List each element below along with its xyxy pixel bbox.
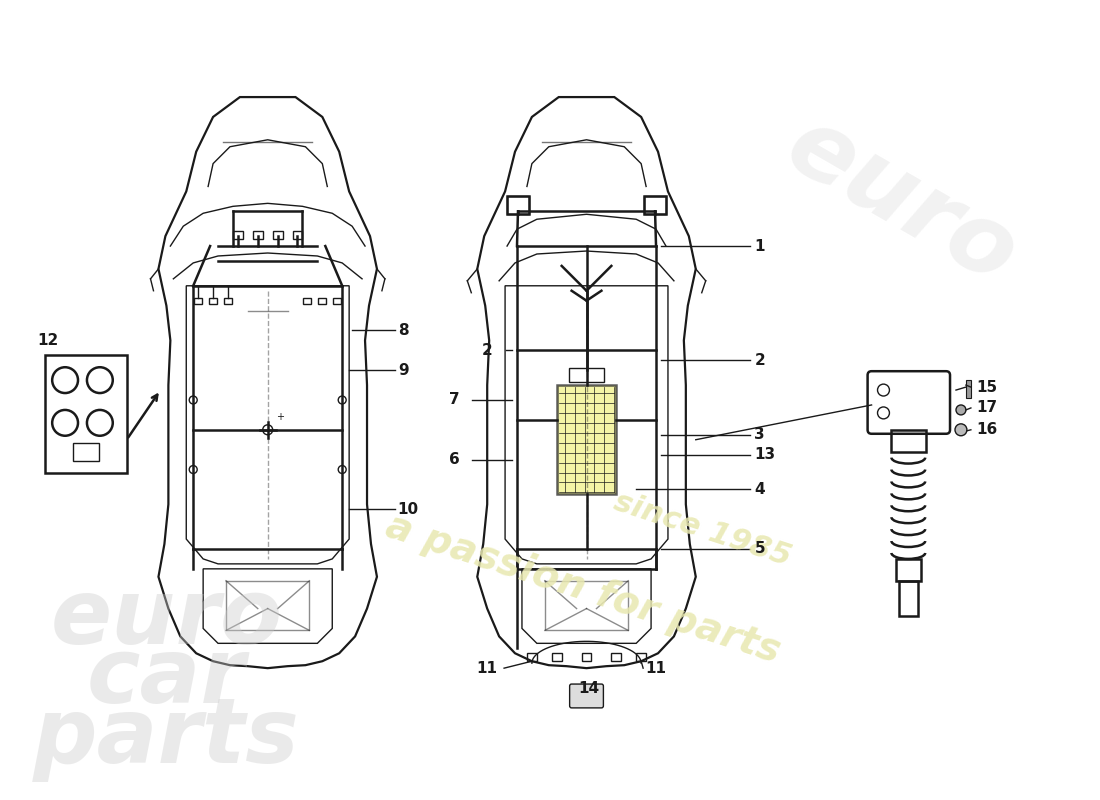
Text: car: car (87, 634, 245, 722)
Bar (557, 385, 616, 494)
Text: 6: 6 (450, 452, 460, 467)
Bar (333, 298, 341, 304)
Text: 11: 11 (476, 661, 497, 676)
Bar (209, 298, 217, 304)
Text: +: + (276, 412, 284, 422)
Bar (966, 380, 971, 398)
Text: euro: euro (51, 574, 283, 662)
Bar (273, 231, 283, 239)
Bar (224, 298, 232, 304)
Bar (636, 654, 646, 662)
Bar (304, 298, 311, 304)
Text: 9: 9 (398, 362, 408, 378)
Text: 12: 12 (37, 333, 58, 348)
Bar (293, 231, 303, 239)
Bar (900, 581, 918, 615)
Bar (645, 196, 665, 214)
Bar (253, 231, 263, 239)
Text: 10: 10 (398, 502, 419, 517)
Bar (318, 298, 327, 304)
Text: since 1985: since 1985 (610, 486, 795, 571)
Bar (195, 298, 202, 304)
Text: 3: 3 (755, 427, 764, 442)
Circle shape (956, 405, 966, 415)
Text: 8: 8 (398, 323, 408, 338)
Bar (45, 355, 126, 473)
Text: 2: 2 (755, 353, 766, 368)
Text: euro: euro (770, 98, 1033, 304)
FancyBboxPatch shape (570, 684, 604, 708)
Circle shape (955, 424, 967, 436)
Text: 13: 13 (755, 447, 775, 462)
Text: 16: 16 (976, 422, 997, 438)
Bar (612, 654, 621, 662)
Bar (527, 654, 537, 662)
Text: 17: 17 (976, 401, 997, 415)
Bar (645, 196, 665, 214)
Bar (507, 196, 529, 214)
Bar (73, 442, 99, 461)
Text: 1: 1 (755, 238, 764, 254)
Text: 4: 4 (755, 482, 764, 497)
Text: 15: 15 (976, 379, 997, 394)
Text: 11: 11 (645, 661, 667, 676)
Text: parts: parts (33, 694, 300, 782)
Bar (582, 654, 592, 662)
Text: a passion for parts: a passion for parts (382, 507, 785, 670)
Bar (896, 559, 921, 581)
Bar (507, 196, 529, 214)
Bar (552, 654, 562, 662)
Bar (233, 231, 243, 239)
Text: 5: 5 (755, 542, 764, 557)
Text: 2: 2 (482, 343, 493, 358)
Bar (569, 368, 604, 382)
Text: 7: 7 (450, 393, 460, 407)
Bar (891, 430, 926, 452)
Text: 14: 14 (579, 681, 600, 695)
